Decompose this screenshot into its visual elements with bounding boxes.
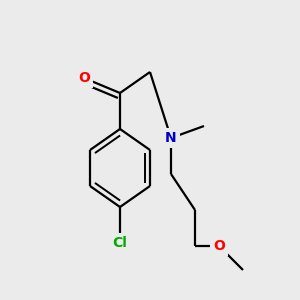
Text: Cl: Cl	[112, 236, 128, 250]
Text: O: O	[78, 71, 90, 85]
Text: N: N	[165, 131, 177, 145]
Text: O: O	[213, 239, 225, 253]
